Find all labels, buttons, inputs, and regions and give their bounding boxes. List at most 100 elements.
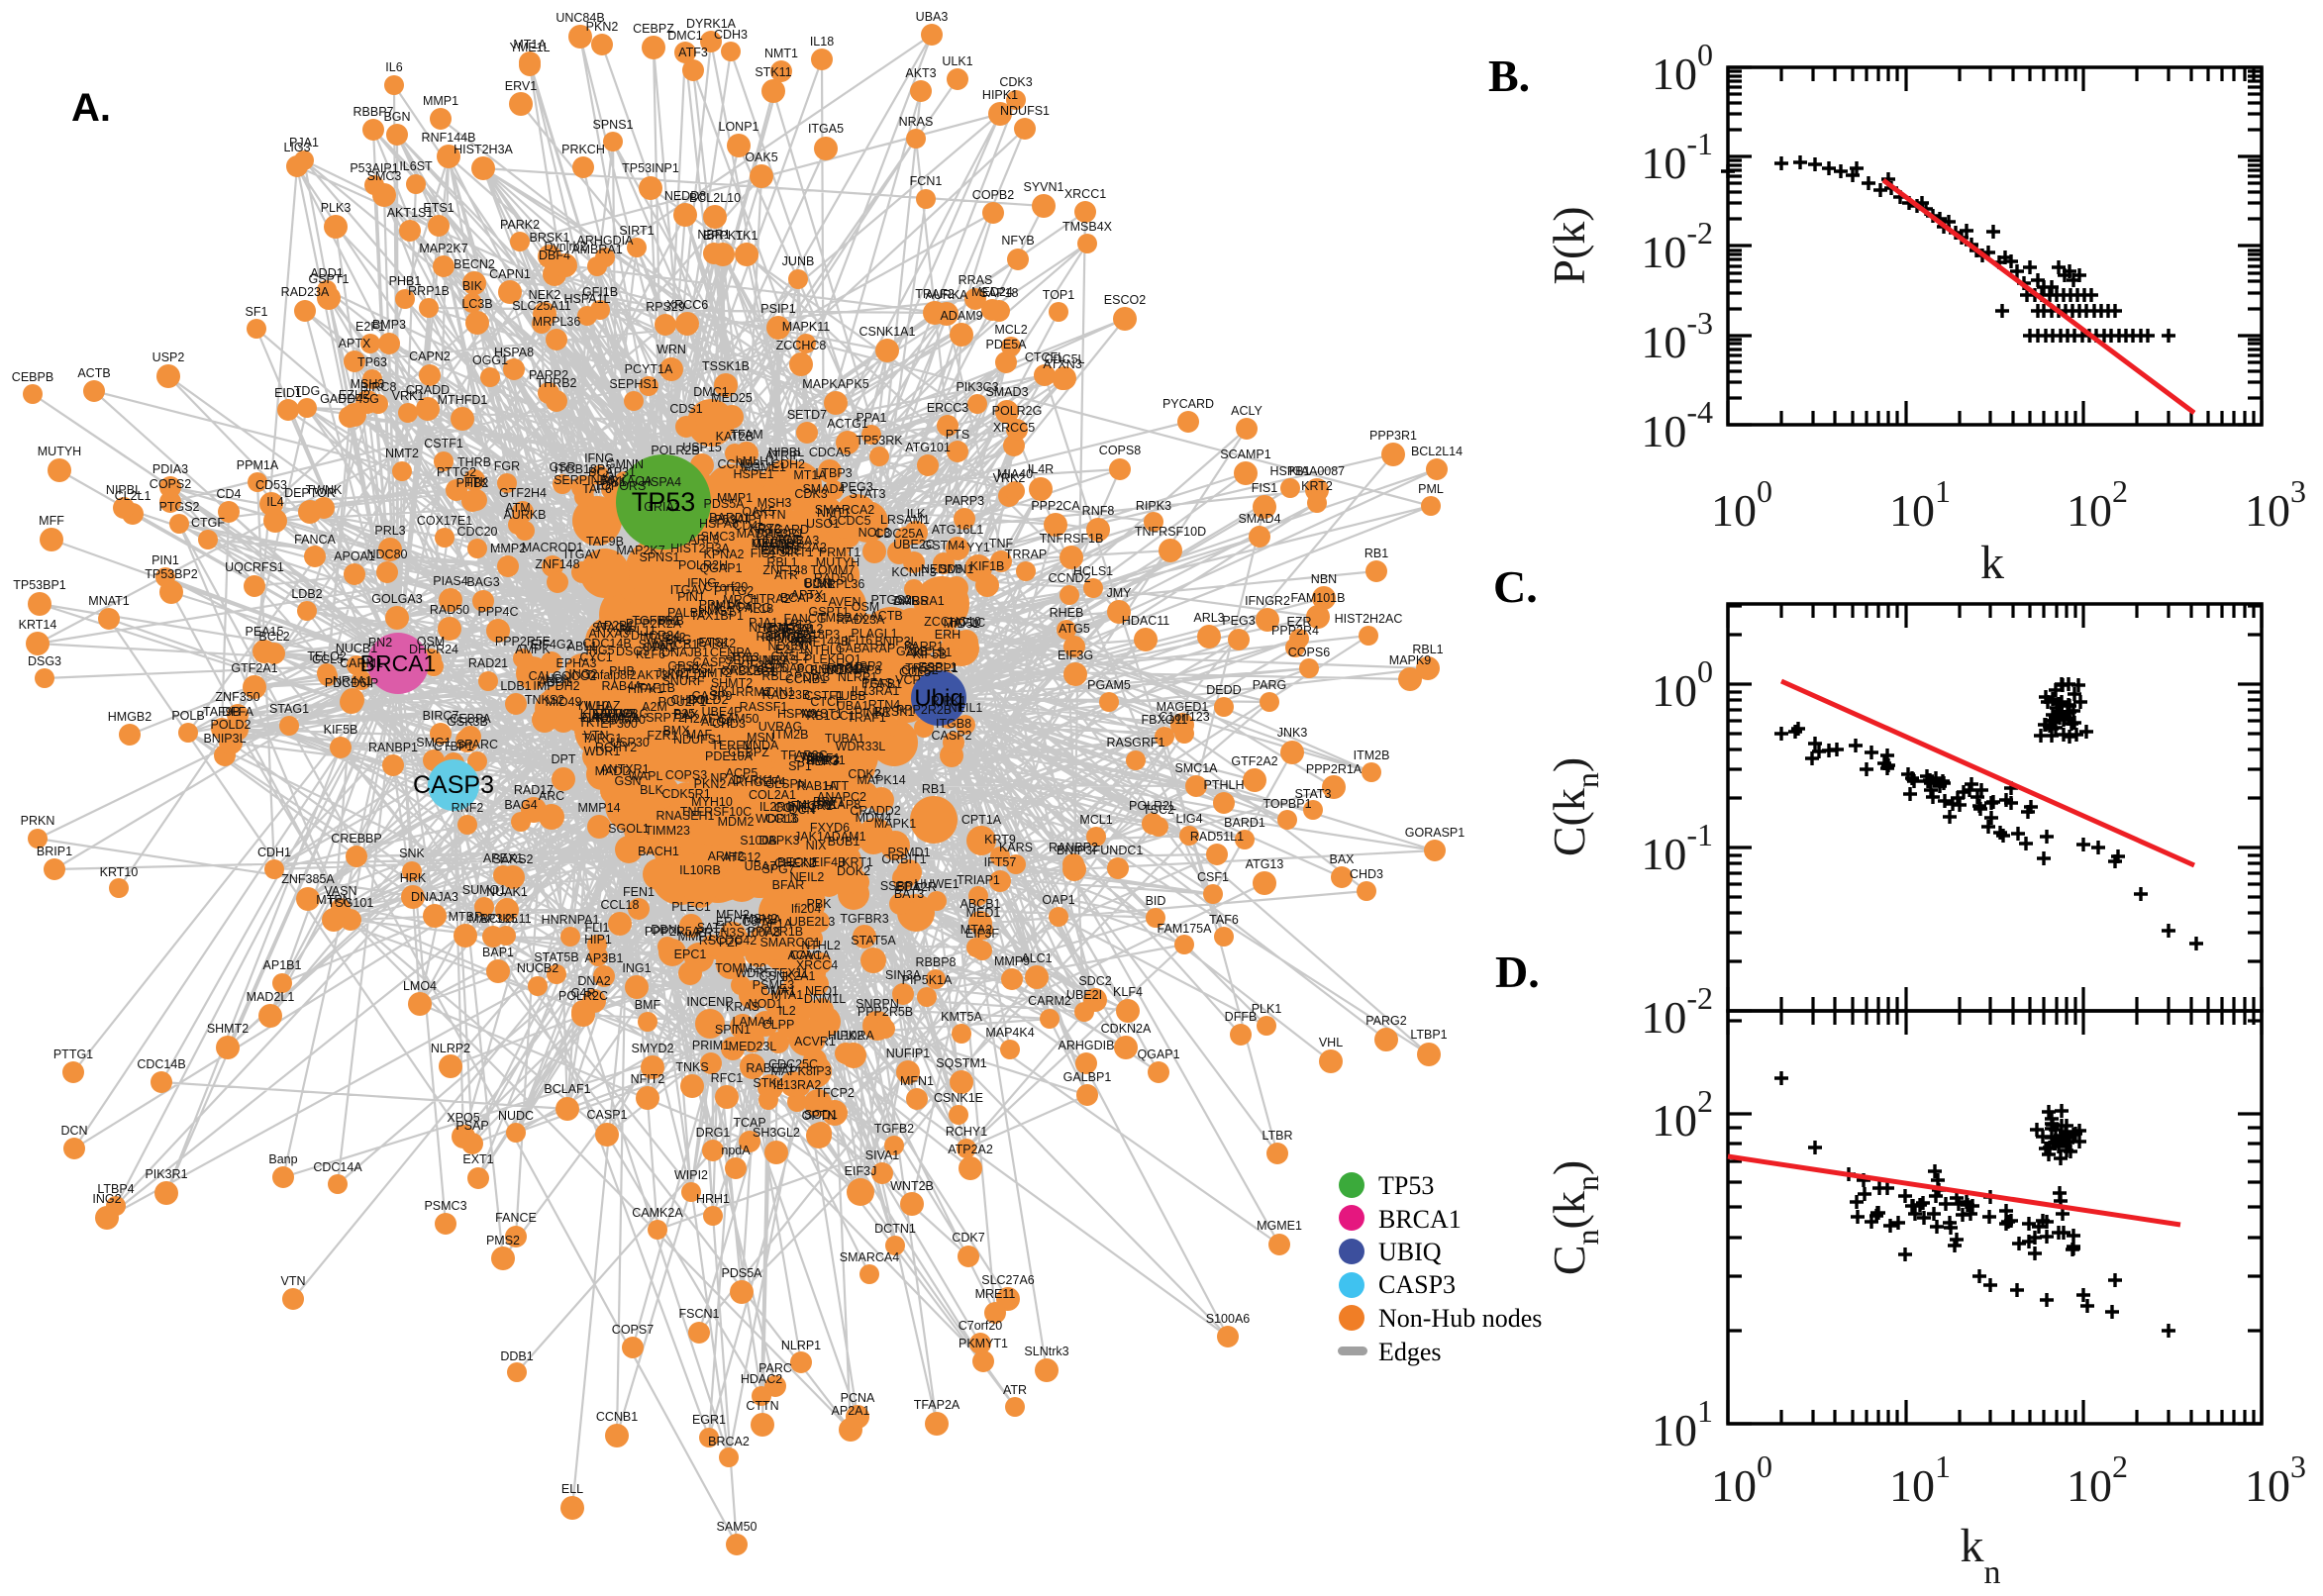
svg-text:EDA2R: EDA2R [895, 880, 937, 894]
svg-text:ATG16L1: ATG16L1 [932, 523, 984, 537]
svg-text:CHD3: CHD3 [1350, 867, 1383, 881]
svg-text:RPTOR: RPTOR [761, 631, 805, 645]
svg-text:SPNS1: SPNS1 [593, 118, 634, 132]
svg-text:ACACA: ACACA [787, 948, 831, 962]
svg-text:BARD1: BARD1 [709, 511, 751, 525]
svg-text:MACROD1: MACROD1 [522, 541, 584, 554]
svg-text:TGFBR3: TGFBR3 [840, 912, 888, 926]
svg-text:NEDD8: NEDD8 [921, 562, 962, 576]
svg-text:TP63: TP63 [730, 650, 759, 664]
svg-text:PPA1: PPA1 [856, 411, 886, 425]
svg-text:MED24: MED24 [971, 285, 1013, 299]
svg-text:CDK3: CDK3 [794, 487, 827, 501]
svg-text:IL4: IL4 [266, 495, 283, 509]
svg-text:POLD2: POLD2 [211, 718, 252, 732]
svg-text:CDH1: CDH1 [257, 846, 291, 859]
svg-text:MAPK1: MAPK1 [874, 817, 916, 831]
svg-text:PPP2R5A: PPP2R5A [645, 925, 701, 939]
svg-text:FBXO11: FBXO11 [1141, 713, 1187, 727]
svg-text:SMG1: SMG1 [416, 736, 451, 749]
svg-text:WNT2B: WNT2B [890, 1179, 934, 1193]
svg-text:TWNK: TWNK [306, 483, 343, 497]
svg-text:VTN: VTN [584, 729, 609, 743]
svg-text:P35: P35 [673, 707, 695, 721]
svg-text:DARS: DARS [894, 594, 929, 608]
svg-text:CDC20: CDC20 [457, 525, 498, 539]
svg-text:ADAM1: ADAM1 [823, 830, 865, 844]
svg-text:VCP: VCP [895, 673, 921, 687]
svg-text:POLR2L: POLR2L [1129, 799, 1176, 813]
svg-text:DCTN1: DCTN1 [874, 1222, 916, 1236]
svg-text:XRCC1: XRCC1 [1064, 187, 1106, 201]
svg-text:SYVN1: SYVN1 [1024, 180, 1064, 194]
svg-text:HIPK1: HIPK1 [628, 682, 663, 696]
svg-text:GMNN: GMNN [606, 457, 644, 471]
svg-text:MRE11: MRE11 [752, 537, 792, 550]
svg-text:PHB: PHB [609, 664, 635, 678]
svg-text:TSSK1B: TSSK1B [702, 359, 750, 373]
svg-text:RB1: RB1 [1364, 547, 1388, 560]
svg-text:KRT14: KRT14 [19, 618, 57, 632]
svg-text:SPIN1: SPIN1 [715, 1023, 751, 1037]
svg-text:RIPK3: RIPK3 [1136, 499, 1171, 513]
svg-text:TSG101: TSG101 [328, 896, 374, 910]
svg-text:DBNL: DBNL [651, 923, 683, 937]
svg-text:C1orf123: C1orf123 [1159, 710, 1209, 724]
svg-text:PSMD1: PSMD1 [887, 846, 930, 859]
svg-text:PTHLH: PTHLH [1204, 778, 1245, 792]
svg-text:EZR: EZR [1287, 615, 1312, 629]
svg-text:POLG: POLG [615, 707, 650, 721]
svg-text:ACTB: ACTB [869, 609, 902, 623]
svg-text:NMT2: NMT2 [385, 447, 419, 460]
svg-text:PSME3: PSME3 [753, 978, 794, 992]
svg-text:PIP5K1A: PIP5K1A [902, 973, 953, 987]
svg-text:ING1: ING1 [622, 961, 651, 975]
svg-text:GRIA1: GRIA1 [644, 500, 681, 514]
svg-text:MGME1: MGME1 [741, 460, 786, 474]
svg-text:UBE2I: UBE2I [1066, 988, 1102, 1002]
svg-text:JUNB: JUNB [782, 254, 815, 268]
svg-text:CCNB1: CCNB1 [596, 1410, 638, 1424]
svg-text:RAD17: RAD17 [514, 783, 554, 797]
svg-text:CENPA: CENPA [710, 646, 753, 659]
svg-text:XRCC6: XRCC6 [722, 663, 763, 677]
svg-text:NUAK1: NUAK1 [486, 885, 528, 899]
svg-text:SNURF: SNURF [661, 674, 704, 688]
svg-text:COX17E1: COX17E1 [417, 514, 472, 528]
svg-text:PTTG2: PTTG2 [714, 584, 754, 598]
svg-text:HIP1: HIP1 [584, 933, 612, 947]
svg-text:HUWE1: HUWE1 [914, 877, 959, 891]
svg-text:RBL2: RBL2 [761, 669, 792, 683]
svg-text:NR4A1: NR4A1 [333, 674, 372, 688]
svg-text:DFFB: DFFB [1225, 1010, 1258, 1024]
svg-text:COL2A1: COL2A1 [749, 788, 796, 802]
svg-text:ARC: ARC [539, 789, 564, 803]
svg-text:TGFBR1: TGFBR1 [632, 614, 680, 628]
svg-text:PEG3: PEG3 [1222, 614, 1255, 628]
svg-text:EPPK1: EPPK1 [703, 229, 743, 243]
svg-text:NLRP1: NLRP1 [838, 670, 877, 684]
svg-text:PLEC1: PLEC1 [671, 900, 711, 914]
svg-text:DSG3: DSG3 [616, 645, 650, 658]
svg-text:XPO5: XPO5 [447, 1111, 479, 1125]
svg-text:USO1: USO1 [806, 517, 840, 531]
svg-text:PRTN3: PRTN3 [696, 926, 737, 940]
svg-text:ABCB1: ABCB1 [960, 897, 1001, 911]
svg-text:SIVA1: SIVA1 [865, 1148, 900, 1162]
svg-text:C4R: C4R [570, 986, 595, 1000]
svg-text:CHD1L: CHD1L [671, 693, 712, 707]
svg-text:CHD3: CHD3 [712, 717, 746, 731]
svg-text:PDIA3: PDIA3 [794, 670, 830, 684]
svg-text:NFYB: NFYB [1001, 234, 1034, 248]
svg-text:BCLAF1: BCLAF1 [544, 1082, 590, 1096]
svg-text:AMPK: AMPK [515, 643, 551, 656]
svg-text:PRKCH: PRKCH [561, 143, 605, 156]
svg-text:ANAPC2: ANAPC2 [817, 790, 866, 804]
svg-text:CEBPB: CEBPB [12, 370, 53, 384]
svg-text:CCL18: CCL18 [601, 898, 640, 912]
svg-text:USP30: USP30 [610, 736, 650, 749]
svg-text:SMAD3: SMAD3 [985, 385, 1028, 399]
svg-text:OAP1: OAP1 [1042, 893, 1074, 907]
svg-text:HMGB2: HMGB2 [108, 710, 152, 724]
svg-text:HCLS1: HCLS1 [1073, 564, 1113, 578]
